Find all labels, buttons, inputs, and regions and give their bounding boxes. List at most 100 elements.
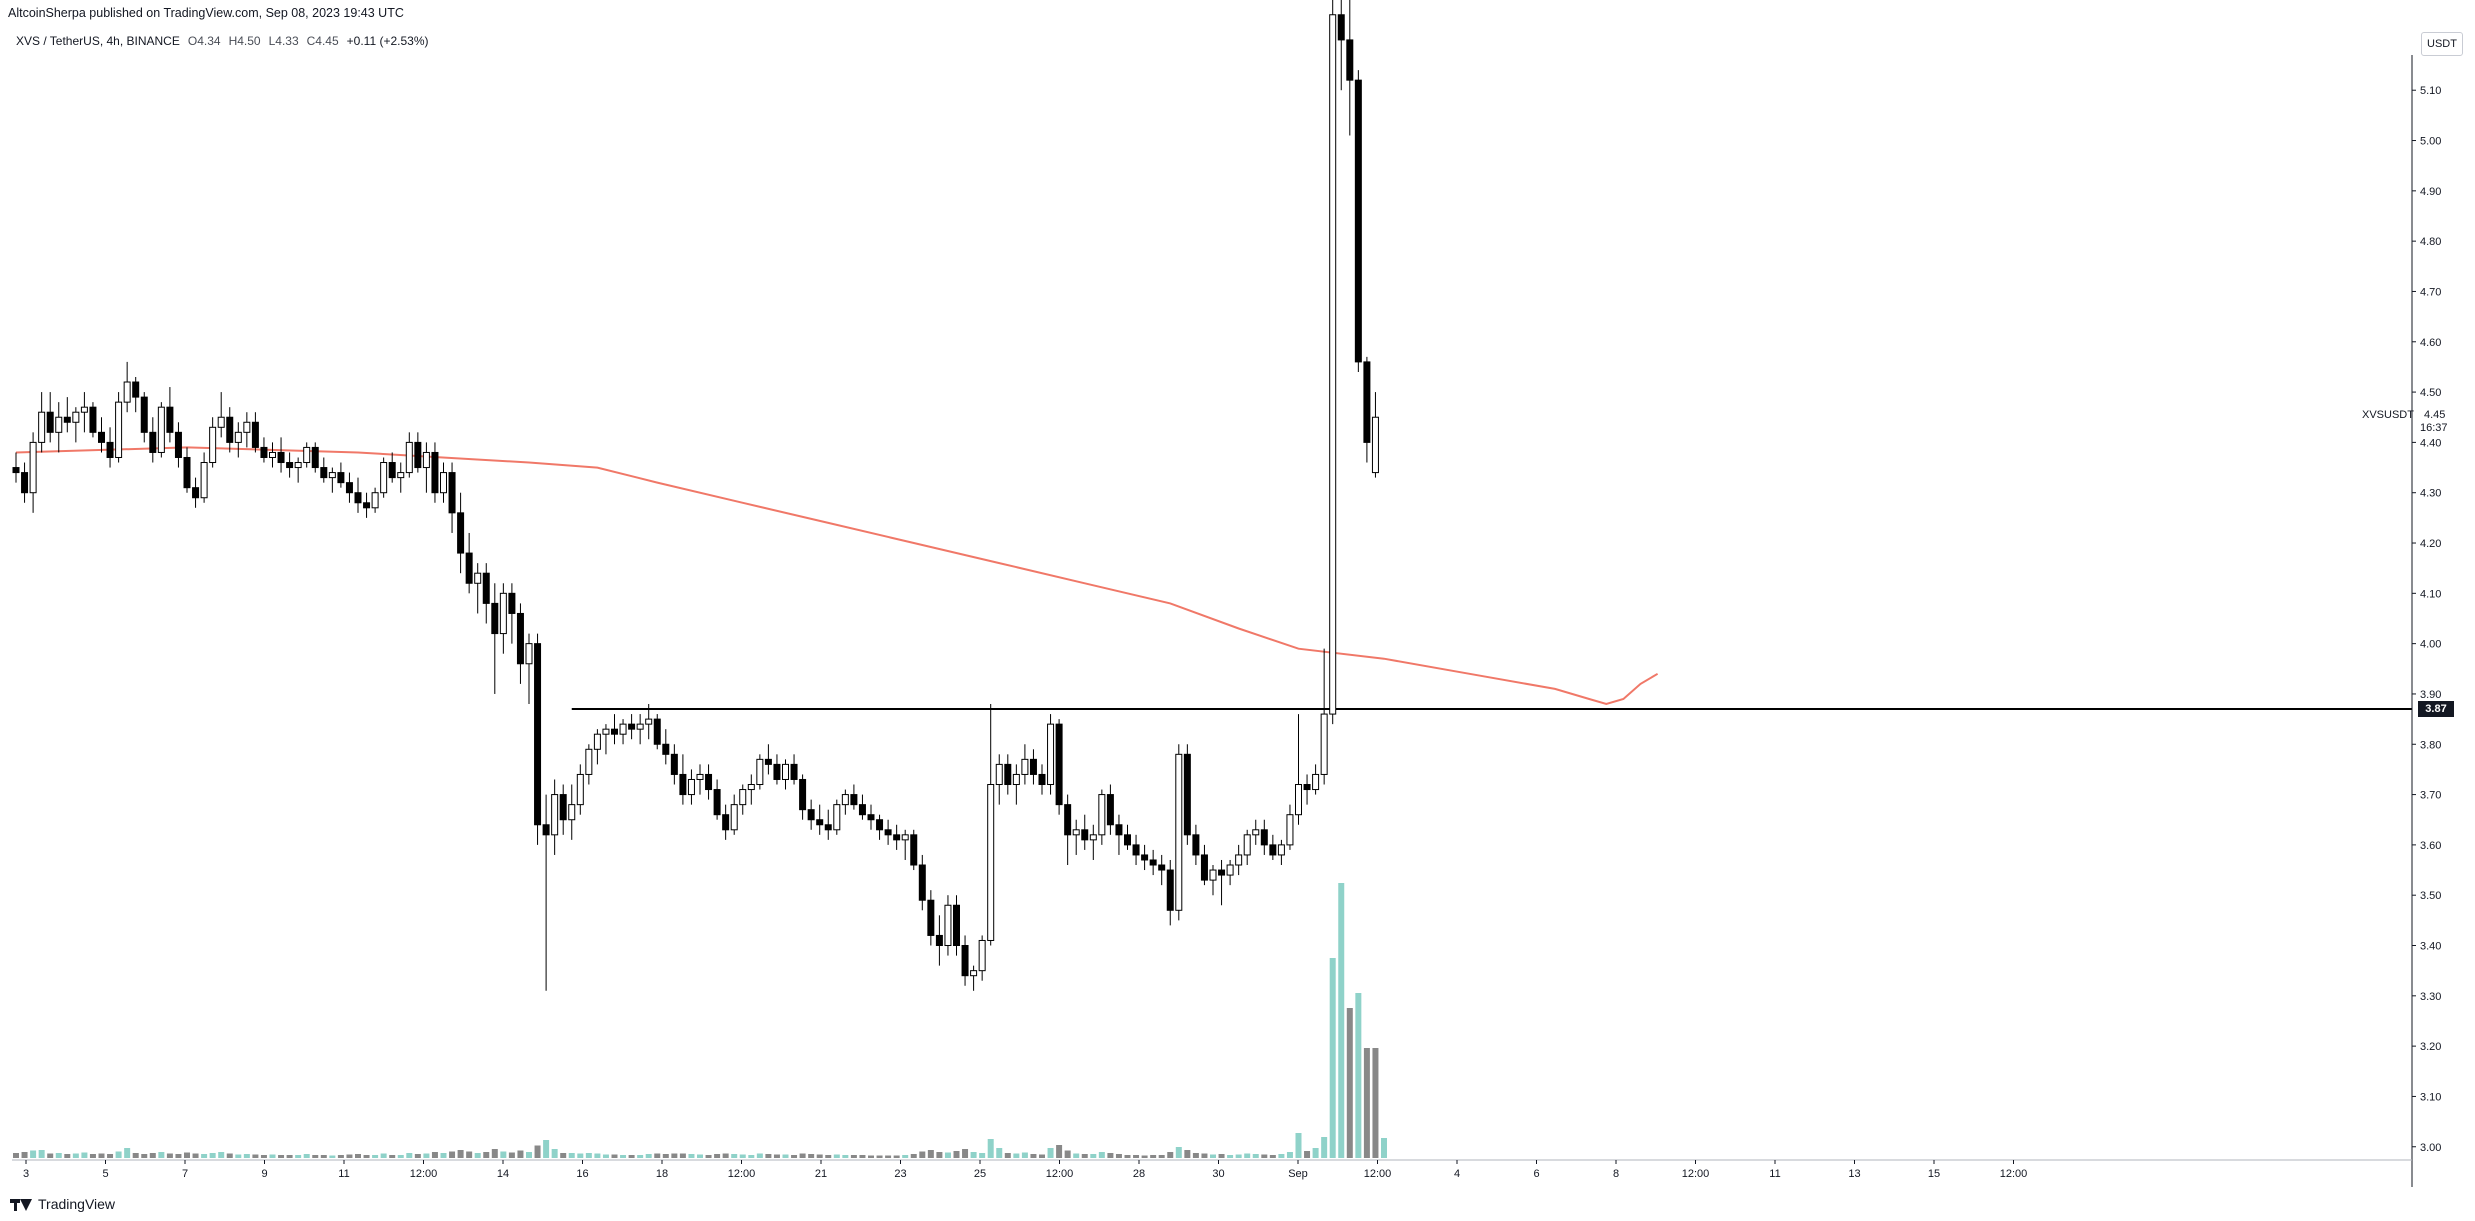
candle xyxy=(371,487,379,513)
candle-body xyxy=(645,718,653,725)
volume-layer xyxy=(13,883,1387,1158)
volume-bar xyxy=(192,1153,199,1158)
candle-body xyxy=(200,462,208,499)
candle-body xyxy=(970,970,978,977)
candle-body xyxy=(1081,829,1089,841)
candle-body xyxy=(585,748,593,775)
volume-bar xyxy=(132,1153,139,1158)
volume-bar xyxy=(1295,1133,1302,1158)
candle xyxy=(508,583,516,644)
candle-body xyxy=(944,904,952,947)
volume-bar xyxy=(910,1154,917,1158)
volume-bar xyxy=(124,1148,131,1158)
volume-bar xyxy=(320,1155,327,1158)
candle xyxy=(405,432,413,478)
time-tick-label: 12:00 xyxy=(1046,1168,1074,1180)
candle xyxy=(29,432,37,513)
candle-body xyxy=(166,406,174,433)
volume-bar xyxy=(226,1153,233,1158)
currency-button[interactable]: USDT xyxy=(2421,32,2463,56)
volume-bar xyxy=(329,1155,336,1158)
volume-bar xyxy=(1235,1154,1242,1158)
volume-bar xyxy=(184,1152,190,1158)
candle-body xyxy=(867,814,875,821)
candle-body xyxy=(679,773,687,796)
candle xyxy=(183,447,191,493)
candle xyxy=(209,417,217,468)
candle xyxy=(876,814,884,840)
candle-body xyxy=(1183,753,1191,836)
candle xyxy=(491,583,499,694)
volume-bar xyxy=(201,1154,208,1158)
volume-bar xyxy=(1304,1151,1311,1158)
candle xyxy=(354,477,362,513)
candle xyxy=(713,779,721,820)
candle-body xyxy=(294,462,302,469)
volume-bar xyxy=(363,1155,370,1158)
volume-bar xyxy=(1150,1155,1157,1158)
candle xyxy=(448,462,456,533)
footer-brand[interactable]: TradingView xyxy=(10,1196,115,1212)
candle xyxy=(833,799,841,835)
volume-bar xyxy=(944,1152,951,1158)
candle-body xyxy=(670,753,678,775)
price-tick-label: 4.80 xyxy=(2420,236,2441,248)
candle-body xyxy=(739,789,747,806)
candle-body xyxy=(260,446,268,458)
candle-body xyxy=(1047,723,1055,786)
volume-bar xyxy=(1107,1153,1114,1158)
volume-bar xyxy=(312,1155,319,1158)
volume-bar xyxy=(1158,1155,1165,1158)
volume-bar xyxy=(842,1155,849,1158)
candle-body xyxy=(799,778,807,811)
candle-body xyxy=(311,446,319,469)
candle xyxy=(311,442,319,473)
candle-body xyxy=(1354,79,1362,363)
volume-bar xyxy=(440,1153,447,1158)
candle xyxy=(568,784,576,840)
candle xyxy=(1260,819,1268,855)
price-tick-label: 4.10 xyxy=(2420,588,2441,600)
candle-body xyxy=(1072,829,1080,836)
volume-bar xyxy=(98,1153,105,1158)
candle xyxy=(499,583,507,654)
volume-bar xyxy=(1175,1147,1182,1158)
last-price-value: 4.45 xyxy=(2424,409,2446,422)
volume-bar xyxy=(654,1153,661,1158)
candle xyxy=(251,412,259,453)
candle-body xyxy=(457,512,465,554)
candle xyxy=(747,774,755,805)
volume-bar xyxy=(1133,1155,1140,1158)
candle xyxy=(816,804,824,835)
volume-bar xyxy=(380,1153,387,1158)
volume-bar xyxy=(141,1154,148,1158)
candle xyxy=(465,532,473,594)
candle-body xyxy=(123,381,131,403)
candle-body xyxy=(995,763,1003,786)
volume-bar xyxy=(158,1152,165,1158)
volume-bar xyxy=(1184,1150,1191,1158)
volume-bar xyxy=(235,1154,242,1158)
footer-brand-text: TradingView xyxy=(38,1196,116,1212)
bar-countdown: 16:37 xyxy=(2420,422,2448,435)
volume-bar xyxy=(1252,1154,1259,1158)
candle xyxy=(337,462,345,488)
volume-bar xyxy=(1056,1145,1063,1158)
volume-bar xyxy=(303,1154,310,1158)
candle-body xyxy=(98,431,105,443)
candle xyxy=(1106,784,1114,835)
candle xyxy=(516,603,524,684)
candle xyxy=(294,457,302,483)
candle-body xyxy=(1226,864,1234,876)
candle-body xyxy=(269,451,276,458)
candle xyxy=(867,804,875,830)
candle-body xyxy=(115,401,123,458)
price-tick-label: 4.00 xyxy=(2420,639,2441,651)
symbol-legend[interactable]: XVS / TetherUS, 4h, BINANCE O4.34 H4.50 … xyxy=(16,34,429,48)
candle xyxy=(1012,764,1020,805)
volume-bar xyxy=(209,1153,216,1158)
candle-body xyxy=(593,733,601,750)
volume-bar xyxy=(902,1155,909,1158)
price-tick-label: 4.20 xyxy=(2420,538,2441,550)
